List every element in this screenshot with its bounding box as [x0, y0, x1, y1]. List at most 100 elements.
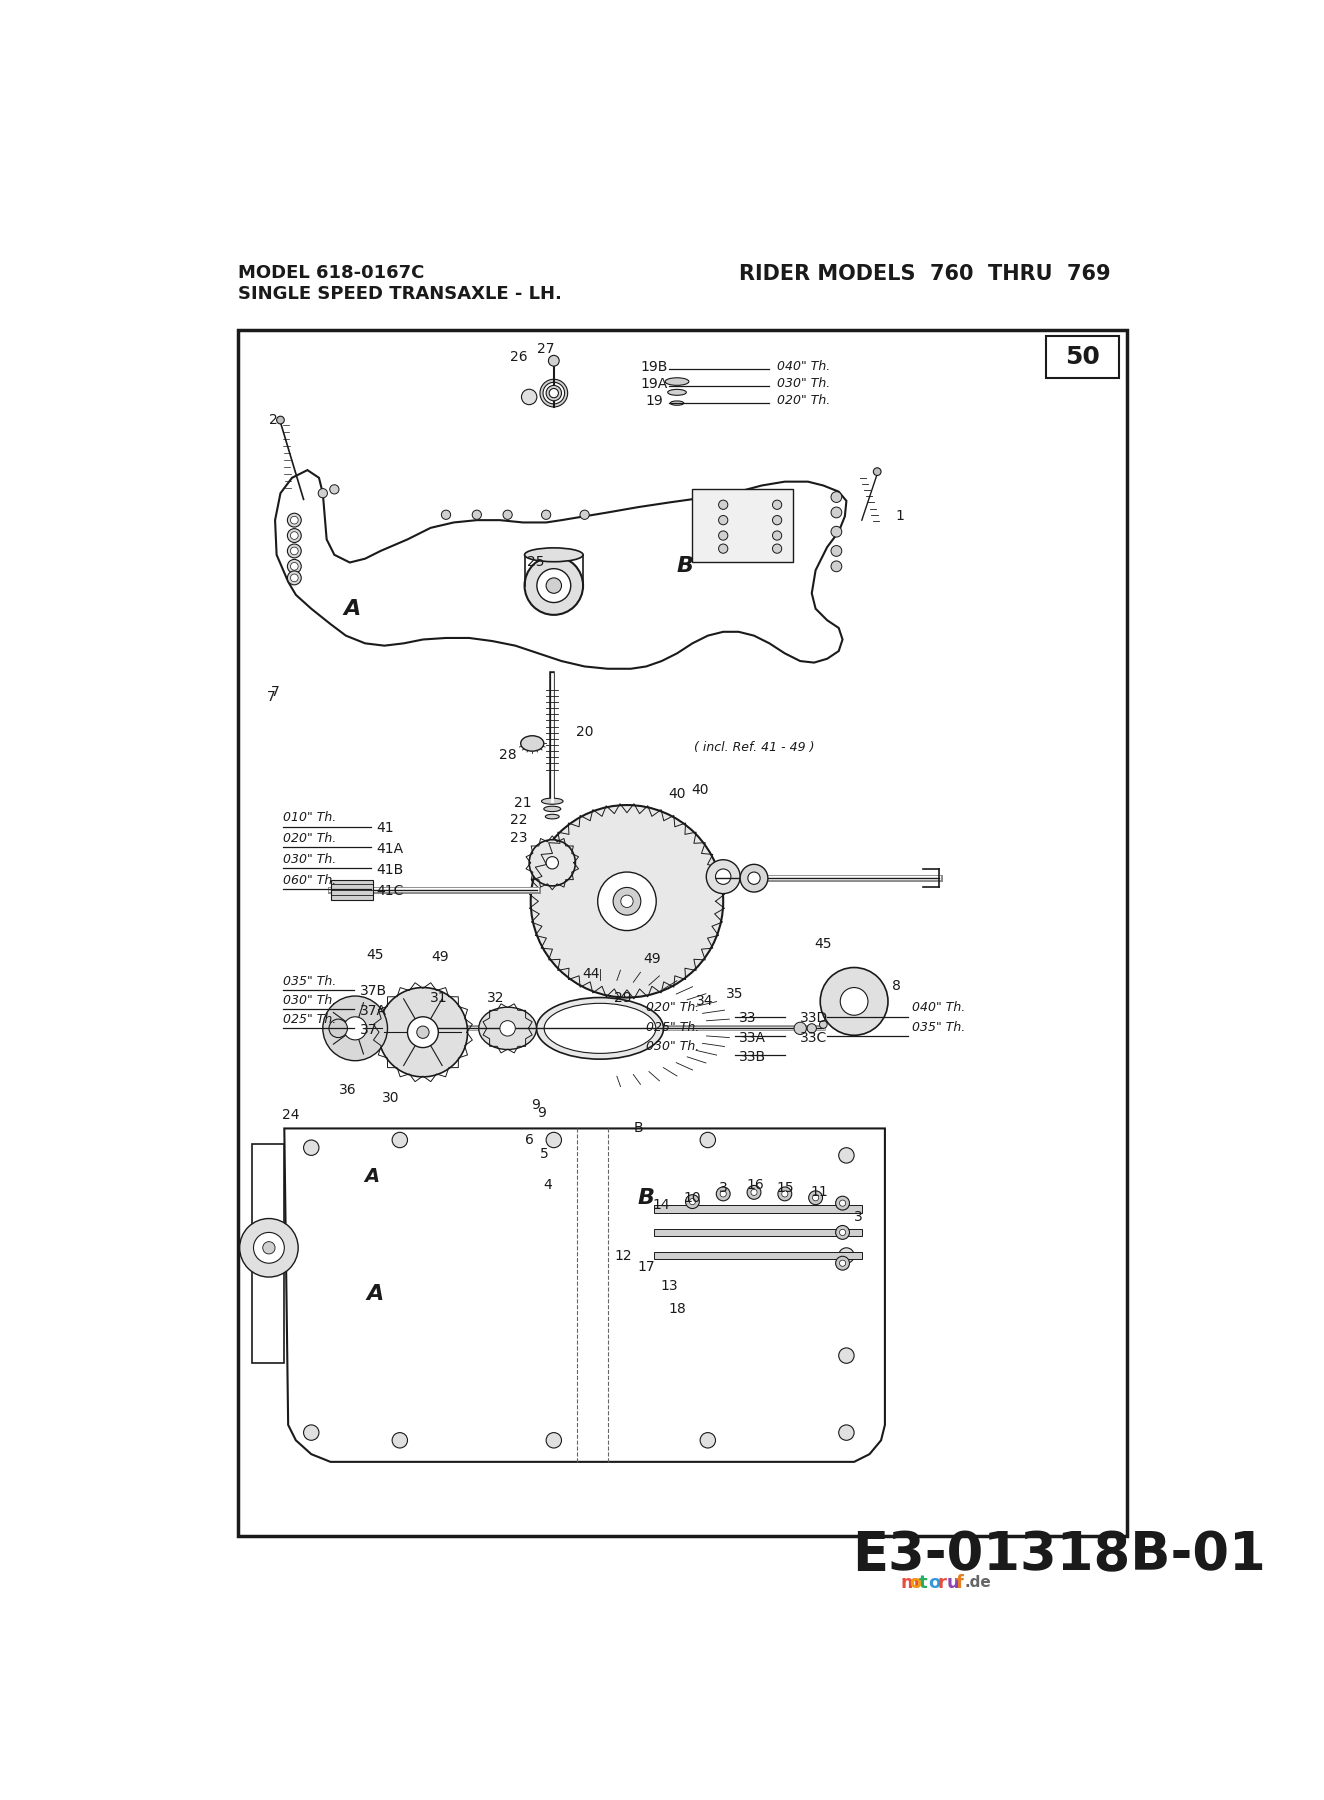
Text: A: A — [343, 599, 360, 619]
Text: A: A — [364, 1168, 380, 1186]
Circle shape — [715, 869, 731, 884]
Circle shape — [716, 1186, 730, 1201]
Text: MODEL 618-0167C: MODEL 618-0167C — [238, 265, 425, 283]
Text: 3: 3 — [719, 1181, 728, 1195]
Circle shape — [290, 517, 298, 524]
Text: 41B: 41B — [377, 862, 404, 877]
Text: 9: 9 — [531, 1098, 540, 1112]
Ellipse shape — [536, 997, 663, 1058]
Text: 025" Th.: 025" Th. — [646, 1021, 699, 1033]
Text: 1: 1 — [896, 509, 904, 524]
Polygon shape — [285, 1129, 884, 1462]
Text: 020" Th.: 020" Th. — [646, 1001, 699, 1015]
Text: 32: 32 — [487, 990, 504, 1004]
Text: o: o — [928, 1573, 940, 1591]
Circle shape — [545, 857, 559, 869]
Circle shape — [831, 562, 842, 572]
Circle shape — [820, 1021, 828, 1028]
Text: 49: 49 — [432, 950, 449, 963]
Text: 33C: 33C — [800, 1031, 828, 1044]
Circle shape — [621, 895, 633, 907]
Text: 50: 50 — [1066, 346, 1100, 369]
Circle shape — [542, 509, 551, 520]
Bar — [654, 1229, 862, 1237]
Circle shape — [287, 544, 302, 558]
Circle shape — [874, 468, 880, 475]
Circle shape — [318, 488, 327, 499]
Circle shape — [838, 1426, 854, 1440]
Polygon shape — [275, 470, 846, 670]
Circle shape — [720, 1192, 727, 1197]
Text: 27: 27 — [538, 342, 555, 356]
Circle shape — [835, 1256, 850, 1271]
Text: 030" Th.: 030" Th. — [283, 994, 336, 1006]
Circle shape — [831, 545, 842, 556]
Circle shape — [524, 556, 583, 616]
Circle shape — [290, 562, 298, 571]
Circle shape — [323, 995, 388, 1060]
Text: RIDER MODELS  760  THRU  769: RIDER MODELS 760 THRU 769 — [739, 265, 1111, 284]
Text: 15: 15 — [776, 1181, 793, 1195]
Ellipse shape — [520, 736, 544, 751]
Circle shape — [392, 1132, 408, 1148]
Circle shape — [503, 509, 512, 520]
Text: 030" Th.: 030" Th. — [777, 378, 830, 391]
Text: 37B: 37B — [360, 985, 387, 999]
Circle shape — [794, 1022, 806, 1035]
Circle shape — [839, 1260, 846, 1265]
Text: 020" Th.: 020" Th. — [777, 394, 830, 407]
Text: 7: 7 — [267, 689, 275, 704]
Circle shape — [441, 509, 450, 520]
Text: 17: 17 — [637, 1260, 655, 1274]
Text: 2: 2 — [269, 412, 278, 427]
Circle shape — [417, 1026, 429, 1039]
Circle shape — [545, 385, 561, 401]
Bar — [331, 880, 373, 900]
Text: 31: 31 — [429, 990, 448, 1004]
Text: 45: 45 — [814, 936, 831, 950]
Text: 16: 16 — [747, 1177, 764, 1192]
Circle shape — [839, 1229, 846, 1235]
Circle shape — [344, 1017, 367, 1040]
Text: 25: 25 — [527, 556, 545, 569]
Text: 33A: 33A — [739, 1031, 765, 1044]
Text: 030" Th.: 030" Th. — [646, 1040, 699, 1053]
Bar — [1046, 337, 1119, 378]
Ellipse shape — [544, 1003, 655, 1053]
Circle shape — [408, 1017, 438, 1048]
Circle shape — [548, 355, 559, 365]
Circle shape — [781, 1192, 788, 1197]
Text: u: u — [947, 1573, 960, 1591]
Text: 010" Th.: 010" Th. — [283, 812, 336, 824]
Circle shape — [330, 484, 339, 493]
Circle shape — [839, 1201, 846, 1206]
Circle shape — [772, 515, 781, 526]
Circle shape — [540, 380, 568, 407]
Circle shape — [740, 864, 768, 893]
Circle shape — [473, 509, 482, 520]
Circle shape — [808, 1024, 817, 1033]
Text: 030" Th.: 030" Th. — [283, 853, 336, 866]
Circle shape — [719, 500, 728, 509]
Bar — [654, 1251, 862, 1260]
Circle shape — [686, 1195, 699, 1208]
Ellipse shape — [545, 814, 559, 819]
Text: o: o — [910, 1573, 922, 1591]
Circle shape — [290, 531, 298, 540]
Circle shape — [772, 531, 781, 540]
Circle shape — [531, 805, 723, 997]
Text: B: B — [634, 1121, 643, 1136]
Circle shape — [253, 1233, 285, 1264]
Text: 4: 4 — [543, 1177, 552, 1192]
Bar — [654, 1206, 862, 1213]
Text: 26: 26 — [510, 349, 528, 364]
Ellipse shape — [670, 401, 683, 405]
Bar — [238, 329, 1127, 1535]
Text: 41C: 41C — [377, 884, 404, 898]
Circle shape — [751, 1190, 757, 1195]
Text: 040" Th.: 040" Th. — [777, 360, 830, 373]
Circle shape — [545, 578, 561, 594]
Circle shape — [522, 389, 536, 405]
Circle shape — [287, 529, 302, 542]
Text: 3: 3 — [854, 1210, 862, 1224]
